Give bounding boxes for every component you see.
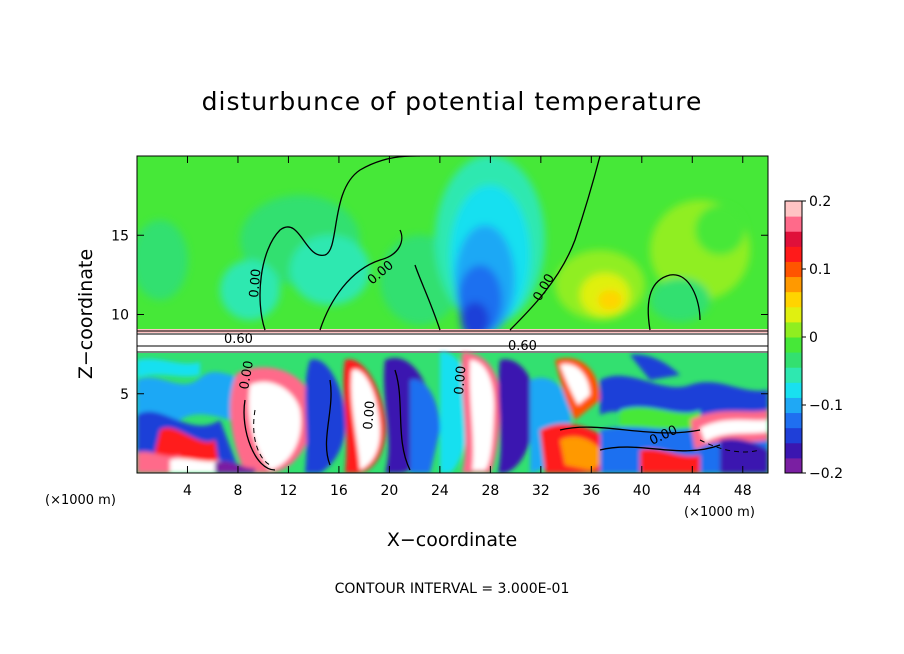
colorbar-swatch: [785, 367, 802, 383]
x-tick-label: 44: [683, 483, 701, 499]
colorbar-tick-label: 0.1: [809, 262, 831, 278]
contour-dashed-1: [253, 409, 271, 466]
colorbar-swatch: [785, 352, 802, 368]
plot-area: [137, 156, 768, 473]
y-axis-ticks: 5 10 15: [111, 228, 768, 403]
x-tick-label: 32: [532, 483, 550, 499]
colorbar-swatch: [785, 337, 802, 353]
contour-lines: [243, 156, 721, 471]
colorbar-swatch: [785, 216, 802, 232]
y-axis-unit: (×1000 m): [45, 493, 116, 508]
x-tick-label: 24: [431, 483, 449, 499]
x-axis-label: X−coordinate: [387, 529, 517, 551]
x-tick-label: 4: [183, 483, 192, 499]
colorbar-swatch: [785, 201, 802, 217]
contour-dashed-2: [699, 439, 761, 453]
x-tick-label: 48: [734, 483, 752, 499]
x-tick-label: 20: [380, 483, 398, 499]
colorbar-tick-label: −0.1: [809, 398, 843, 414]
contour-label: 0.60: [224, 332, 253, 347]
contour-label: 0.00: [237, 360, 257, 391]
colorbar-tick-label: 0.2: [809, 194, 831, 210]
colorbar-swatch: [785, 261, 802, 278]
colorbar-swatch: [785, 397, 802, 414]
colorbar-swatch: [785, 231, 802, 247]
x-tick-label: 16: [330, 483, 348, 499]
x-axis-ticks: 4 8 12 16 20 24 28 32 36 40 44 48: [183, 156, 752, 499]
inversion-layer: [137, 333, 768, 353]
colorbar-swatch: [785, 382, 802, 398]
colorbar-swatch: [785, 246, 802, 262]
colorbar-swatch: [785, 442, 802, 459]
y-tick-label: 15: [111, 228, 129, 244]
colorbar: [784, 200, 803, 474]
x-tick-label: 28: [481, 483, 499, 499]
x-axis-unit: (×1000 m): [684, 505, 755, 520]
contour-label: 0.00: [247, 268, 264, 298]
colorbar-swatch: [785, 291, 802, 308]
colorbar-swatch: [785, 276, 802, 293]
contour-label: 0.60: [508, 339, 537, 354]
y-axis-label: Z−coordinate: [75, 249, 97, 379]
y-tick-label: 5: [120, 387, 129, 403]
y-tick-label: 10: [111, 308, 129, 324]
colorbar-swatch: [785, 412, 802, 429]
x-tick-label: 40: [633, 483, 651, 499]
contour-label: 0.00: [452, 365, 469, 395]
x-tick-label: 36: [582, 483, 600, 499]
colorbar-swatch: [785, 306, 802, 323]
contour-label: 0.00: [361, 400, 378, 430]
colorbar-ticks: 0.2 0.1 0 −0.1 −0.2: [802, 194, 843, 482]
x-tick-label: 12: [280, 483, 298, 499]
x-tick-label: 8: [233, 483, 242, 499]
colorbar-swatch: [785, 457, 802, 474]
colorbar-swatch: [785, 427, 802, 444]
colorbar-tick-label: 0: [809, 330, 818, 346]
colorbar-tick-label: −0.2: [809, 466, 843, 482]
chart-title: disturbunce of potential temperature: [202, 87, 703, 116]
colorbar-swatch: [785, 321, 802, 338]
contour-interval: CONTOUR INTERVAL = 3.000E-01: [335, 581, 570, 597]
